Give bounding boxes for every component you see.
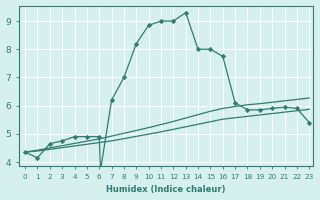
X-axis label: Humidex (Indice chaleur): Humidex (Indice chaleur) <box>106 185 226 194</box>
